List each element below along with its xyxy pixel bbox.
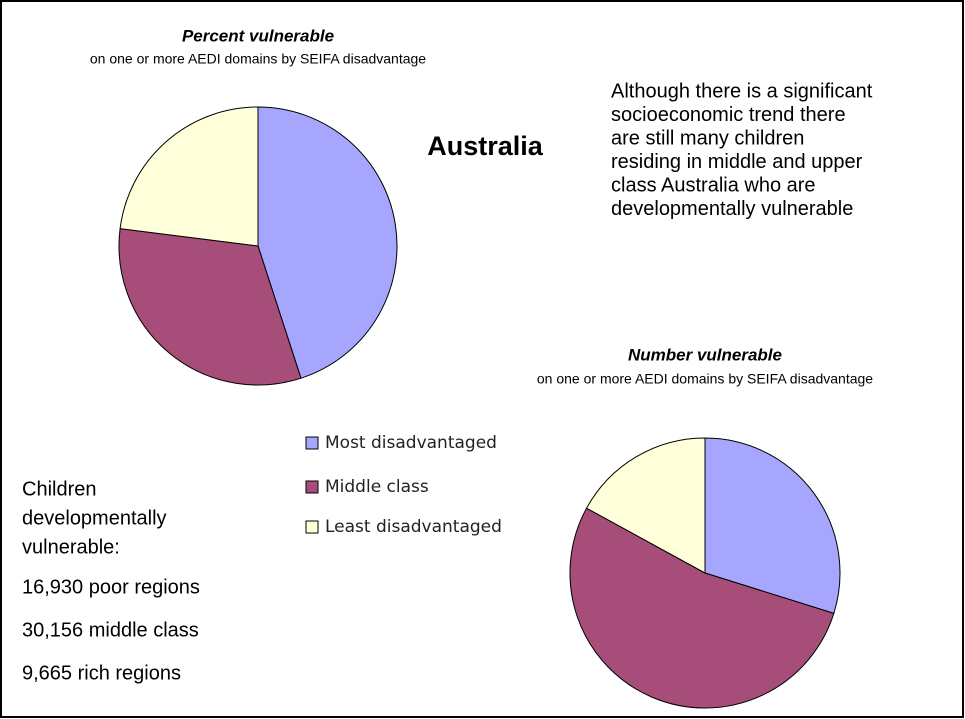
- note-line: are still many children: [611, 127, 804, 149]
- count-line: 16,930 poor regions: [22, 576, 200, 598]
- count-line: 9,665 rich regions: [22, 662, 181, 684]
- pie-slice: [569, 507, 835, 709]
- chart-subtitle: on one or more AEDI domains by SEIFA dis…: [90, 51, 426, 67]
- side-line: developmentally: [22, 507, 167, 529]
- legend-swatch: [305, 436, 319, 450]
- side-line: Children: [22, 478, 96, 500]
- note-line: Although there is a significant: [611, 80, 873, 102]
- legend-label: Middle class: [325, 477, 429, 497]
- pie-slice: [119, 106, 259, 247]
- note-line: socioeconomic trend there: [611, 104, 846, 126]
- pie-slice: [585, 437, 706, 574]
- pie-slice: [704, 437, 841, 614]
- legend-label: Least disadvantaged: [325, 517, 502, 537]
- chart-title: Number vulnerable: [628, 345, 782, 364]
- note-line: residing in middle and upper: [611, 151, 863, 173]
- count-line: 30,156 middle class: [22, 619, 199, 641]
- chart-title: Percent vulnerable: [182, 26, 334, 45]
- legend-swatch: [305, 520, 319, 534]
- pie-slice: [257, 106, 398, 379]
- legend-swatch: [305, 480, 319, 494]
- legend-label: Most disadvantaged: [325, 433, 497, 453]
- pie-slice: [118, 228, 302, 386]
- side-line: vulnerable:: [22, 536, 120, 558]
- heading: Australia: [427, 131, 544, 161]
- note-line: developmentally vulnerable: [611, 198, 853, 220]
- chart-subtitle: on one or more AEDI domains by SEIFA dis…: [537, 371, 873, 387]
- note-line: class Australia who are: [611, 174, 816, 196]
